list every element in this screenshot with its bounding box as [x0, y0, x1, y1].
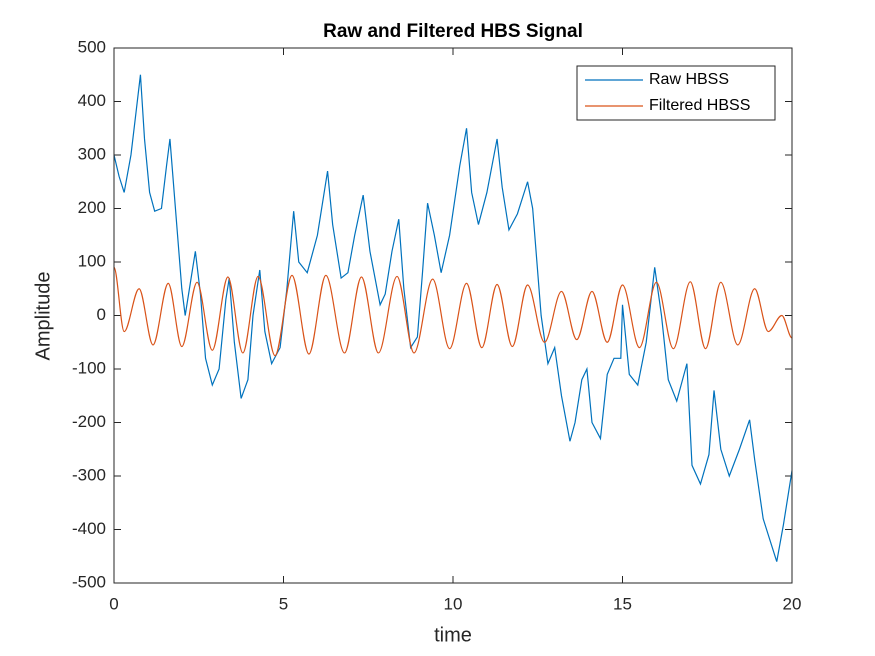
- x-tick-label: 15: [613, 594, 632, 613]
- chart-title: Raw and Filtered HBS Signal: [323, 21, 583, 42]
- y-tick-label: 400: [78, 91, 106, 110]
- axes-box: [113, 47, 793, 584]
- x-tick-label: 10: [444, 594, 463, 613]
- y-tick-label: -100: [72, 358, 106, 377]
- y-tick-label: -200: [72, 412, 106, 431]
- legend-box: [576, 65, 776, 121]
- x-tick-label: 5: [279, 594, 288, 613]
- y-axis-label: Amplitude: [32, 272, 54, 361]
- y-tick-label: 100: [78, 251, 106, 270]
- y-tick-label: 200: [78, 198, 106, 217]
- y-tick-label: 300: [78, 144, 106, 163]
- y-tick-label: 500: [78, 37, 106, 56]
- y-tick-label: -300: [72, 465, 106, 484]
- y-tick-label: 0: [97, 305, 106, 324]
- legend-label: Filtered HBSS: [649, 97, 750, 114]
- x-tick-label: 20: [783, 594, 802, 613]
- y-tick-label: -400: [72, 519, 106, 538]
- y-tick-label: -500: [72, 572, 106, 591]
- x-axis-label: time: [434, 624, 472, 646]
- legend-label: Raw HBSS: [649, 71, 729, 88]
- x-tick-label: 0: [109, 594, 118, 613]
- data-line: [113, 266, 793, 357]
